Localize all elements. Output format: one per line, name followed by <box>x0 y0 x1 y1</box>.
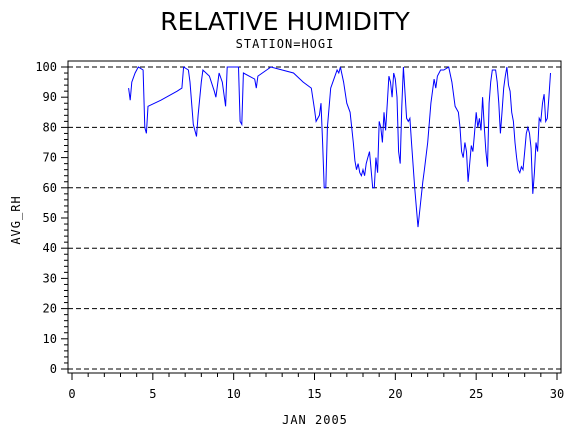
y-tick-label-80: 80 <box>43 120 57 134</box>
grid-lines <box>68 66 561 370</box>
y-axis-label: AVG_RH <box>9 195 23 244</box>
y-tick-label-60: 60 <box>43 181 57 195</box>
y-tick-label-90: 90 <box>43 90 57 104</box>
y-tick-label-70: 70 <box>43 151 57 165</box>
y-tick-label-30: 30 <box>43 271 57 285</box>
x-tick-label-20: 20 <box>388 387 402 401</box>
y-tick-label-40: 40 <box>43 241 57 255</box>
x-tick-label-30: 30 <box>550 387 564 401</box>
series-layer <box>128 66 551 228</box>
y-axis: 0 10 20 30 40 50 60 70 80 90 100 <box>35 60 68 376</box>
y-tick-label-50: 50 <box>43 211 57 225</box>
y-tick-label-10: 10 <box>43 332 57 346</box>
x-tick-label-15: 15 <box>307 387 321 401</box>
chart-title: RELATIVE HUMIDITY <box>160 7 410 36</box>
y-tick-label-100: 100 <box>35 60 57 74</box>
x-axis-label: JAN 2005 <box>282 413 348 427</box>
x-tick-label-25: 25 <box>469 387 483 401</box>
series-line-avg-rh-0 <box>128 66 551 228</box>
x-tick-label-10: 10 <box>226 387 240 401</box>
x-axis: 0 5 10 15 20 25 30 <box>68 373 564 401</box>
x-tick-label-0: 0 <box>68 387 75 401</box>
chart-subtitle: STATION=HOGI <box>236 37 335 51</box>
x-tick-label-5: 5 <box>149 387 156 401</box>
y-tick-label-20: 20 <box>43 302 57 316</box>
y-tick-label-0: 0 <box>50 362 57 376</box>
